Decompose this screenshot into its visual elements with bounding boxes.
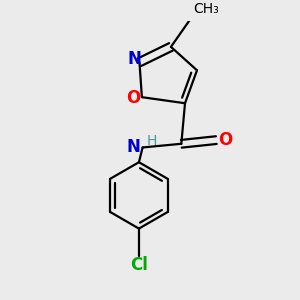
Text: Cl: Cl [130, 256, 148, 274]
Text: CH₃: CH₃ [194, 2, 219, 16]
Text: O: O [218, 131, 233, 149]
Text: N: N [127, 138, 141, 156]
Text: H: H [146, 134, 157, 148]
Text: O: O [127, 89, 141, 107]
Text: N: N [128, 50, 142, 68]
